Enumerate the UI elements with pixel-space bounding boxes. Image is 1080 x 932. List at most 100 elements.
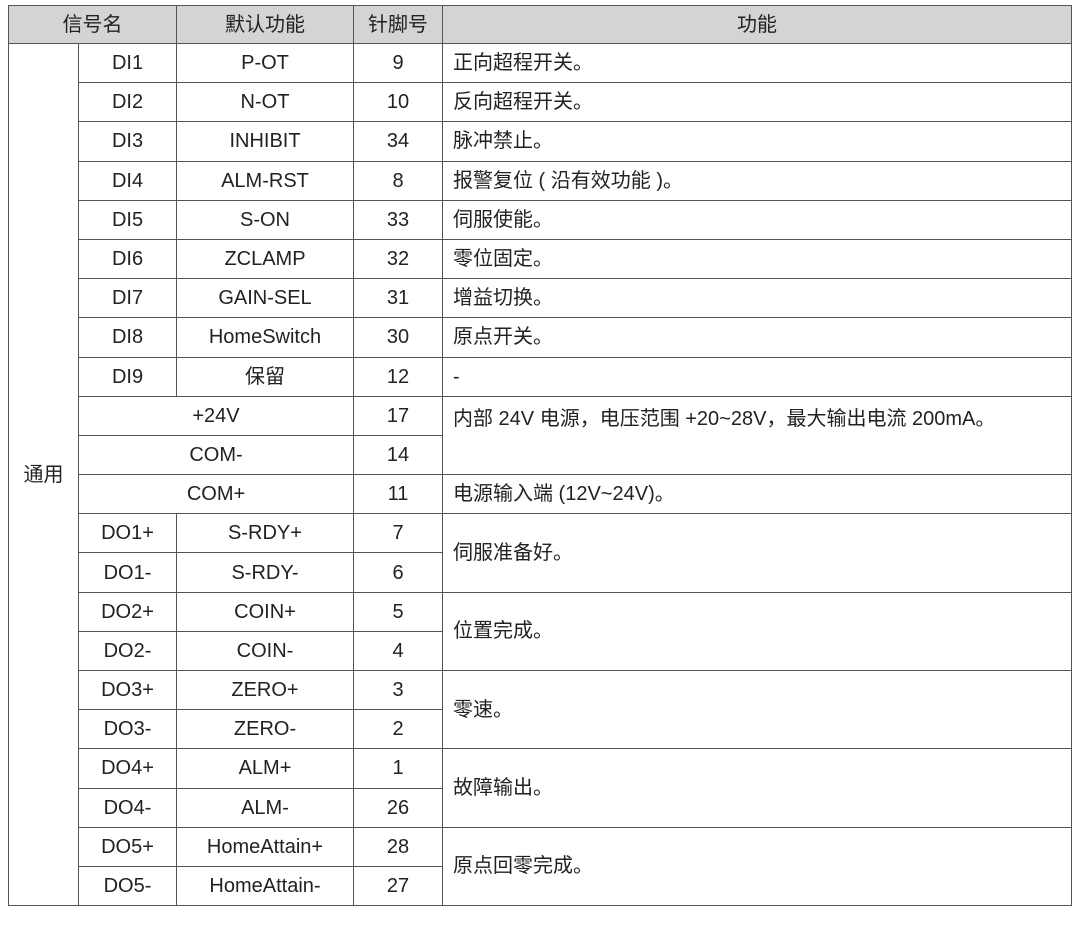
header-row: 信号名 默认功能 针脚号 功能 — [8, 5, 1072, 44]
table-row: DO3- ZERO- 2 — [9, 709, 1072, 750]
default-function-cell: P-OT — [176, 42, 354, 84]
pin-cell: 26 — [353, 787, 443, 828]
signal-cell: DI2 — [78, 82, 177, 123]
default-function-cell: ZCLAMP — [176, 238, 354, 280]
table-row: DO5+ HomeAttain+ 28 原点回零完成。 — [9, 826, 1072, 907]
table-row: DO2- COIN- 4 — [9, 630, 1072, 672]
table-row: DO2+ COIN+ 5 位置完成。 — [9, 591, 1072, 672]
function-cell: 报警复位 ( 沿有效功能 )。 — [442, 160, 1072, 201]
pin-cell: 34 — [353, 121, 443, 162]
function-cell: 反向超程开关。 — [442, 82, 1072, 123]
default-function-cell: COIN+ — [176, 591, 354, 632]
function-cell: 内部 24V 电源，电压范围 +20~28V，最大输出电流 200mA。 — [442, 395, 1072, 476]
signal-cell: DO2+ — [78, 591, 177, 632]
pin-cell: 14 — [353, 434, 443, 476]
default-function-cell: ALM-RST — [176, 160, 354, 201]
signal-cell: DO3- — [78, 709, 177, 750]
pin-cell: 9 — [353, 42, 443, 84]
pin-cell: 4 — [353, 630, 443, 672]
signal-table: 信号名 默认功能 针脚号 功能 通用 DI1 P-OT 9 正向超程开关。 DI2 N-OT… — [8, 5, 1072, 907]
signal-cell: DO2- — [78, 630, 177, 672]
default-function-cell: INHIBIT — [176, 121, 354, 162]
signal-cell: DO5+ — [78, 826, 177, 867]
signal-cell: DI8 — [78, 317, 177, 358]
function-cell: 脉冲禁止。 — [442, 121, 1072, 162]
table-row: 通用 DI1 P-OT 9 正向超程开关。 — [8, 42, 1072, 907]
signal-cell: DI1 — [78, 42, 177, 84]
signal-cell: COM+ — [78, 474, 354, 515]
group-label: 通用 — [8, 42, 79, 907]
pin-cell: 30 — [353, 317, 443, 358]
default-function-cell: HomeSwitch — [176, 317, 354, 358]
table-row: +24V 17 内部 24V 电源，电压范围 +20~28V，最大输出电流 200m… — [9, 395, 1072, 476]
table-row: DO4- ALM- 26 — [9, 787, 1072, 828]
pin-cell: 31 — [353, 278, 443, 319]
signal-cell: DO1- — [78, 552, 177, 593]
table-row: DI2 N-OT 10 反向超程开关。 — [9, 82, 1072, 123]
pin-cell: 33 — [353, 199, 443, 240]
table-row: COM+ 11 电源输入端 (12V~24V)。 — [9, 474, 1072, 515]
default-function-cell: S-ON — [176, 199, 354, 240]
signal-cell: DO4+ — [78, 748, 177, 789]
signal-cell: DI3 — [78, 121, 177, 162]
default-function-cell: S-RDY- — [176, 552, 354, 593]
default-function-cell: S-RDY+ — [176, 513, 354, 554]
table-row: DI7 GAIN-SEL 31 增益切换。 — [9, 278, 1072, 319]
default-function-cell: N-OT — [176, 82, 354, 123]
table-row: DO1- S-RDY- 6 — [9, 552, 1072, 593]
table-row: DO5- HomeAttain- 27 — [9, 865, 1072, 907]
signal-cell: DI4 — [78, 160, 177, 201]
pin-cell: 7 — [353, 513, 443, 554]
function-cell: 零速。 — [442, 669, 1072, 750]
default-function-cell: HomeAttain+ — [176, 826, 354, 867]
pin-cell: 28 — [353, 826, 443, 867]
pin-cell: 3 — [353, 669, 443, 711]
default-function-cell: ZERO- — [176, 709, 354, 750]
function-cell: 原点回零完成。 — [442, 826, 1072, 907]
default-function-cell: GAIN-SEL — [176, 278, 354, 319]
pin-cell: 2 — [353, 709, 443, 750]
table-body: 通用 DI1 P-OT 9 正向超程开关。 DI2 N-OT 10 反向超程开关。 DI3 INHI… — [8, 42, 1072, 907]
table-row: DI9 保留 12- — [9, 356, 1072, 397]
function-cell: - — [442, 356, 1072, 397]
function-cell: 位置完成。 — [442, 591, 1072, 672]
function-cell: 伺服准备好。 — [442, 513, 1072, 593]
pin-cell: 11 — [353, 474, 443, 515]
pin-cell: 5 — [353, 591, 443, 632]
signal-cell: DO5- — [78, 865, 177, 907]
header-default-function: 默认功能 — [176, 5, 354, 44]
header-pin: 针脚号 — [353, 5, 443, 44]
signal-cell: DO1+ — [78, 513, 177, 554]
signal-cell: DI5 — [78, 199, 177, 240]
pin-cell: 12 — [353, 356, 443, 397]
table-row: DI5 S-ON 33 伺服使能。 — [9, 199, 1072, 240]
table-row: DI8 HomeSwitch 30 原点开关。 — [9, 317, 1072, 358]
default-function-cell: ALM- — [176, 787, 354, 828]
pin-cell: 1 — [353, 748, 443, 789]
function-cell: 正向超程开关。 — [442, 42, 1072, 84]
table-row: DI3 INHIBIT 34 脉冲禁止。 — [9, 121, 1072, 162]
signal-cell: DI9 — [78, 356, 177, 397]
pin-cell: 10 — [353, 82, 443, 123]
function-cell: 原点开关。 — [442, 317, 1072, 358]
signal-cell: DI6 — [78, 238, 177, 280]
signal-cell: COM- — [78, 434, 354, 476]
default-function-cell: 保留 — [176, 356, 354, 397]
pin-cell: 17 — [353, 395, 443, 436]
function-cell: 增益切换。 — [442, 278, 1072, 319]
table-row: DO4+ ALM+ 1 故障输出。 — [9, 748, 1072, 828]
signal-cell: DI7 — [78, 278, 177, 319]
table-row: DO3+ ZERO+ 3 零速。 — [9, 669, 1072, 750]
pin-cell: 32 — [353, 238, 443, 280]
signal-cell: DO3+ — [78, 669, 177, 711]
function-cell: 伺服使能。 — [442, 199, 1072, 240]
signal-cell: DO4- — [78, 787, 177, 828]
header-function: 功能 — [442, 5, 1072, 44]
function-cell: 零位固定。 — [442, 238, 1072, 280]
function-cell: 故障输出。 — [442, 748, 1072, 828]
table-row: COM- 14 — [9, 434, 1072, 476]
header-signal-name: 信号名 — [8, 5, 177, 44]
default-function-cell: ALM+ — [176, 748, 354, 789]
default-function-cell: HomeAttain- — [176, 865, 354, 907]
function-cell: 电源输入端 (12V~24V)。 — [442, 474, 1072, 515]
